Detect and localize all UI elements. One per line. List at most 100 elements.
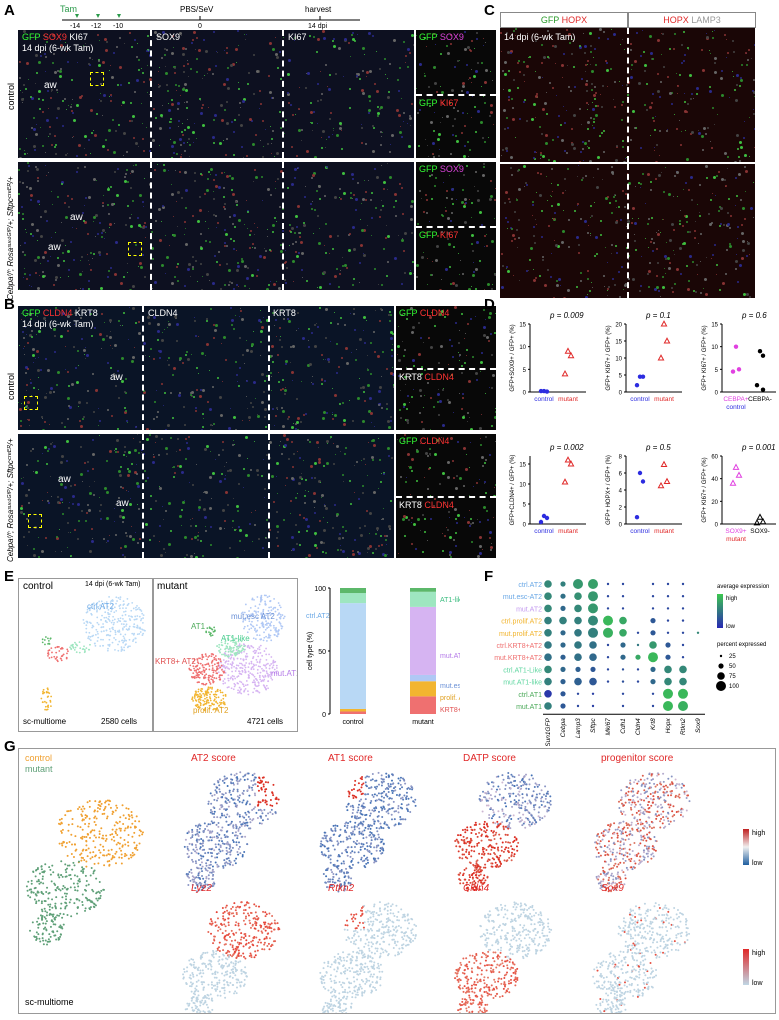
micrograph-speck bbox=[223, 187, 225, 189]
micrograph-speck bbox=[406, 367, 407, 368]
micrograph-speck bbox=[148, 322, 151, 325]
micrograph-speck bbox=[351, 34, 353, 36]
micrograph-speck bbox=[471, 217, 472, 218]
micrograph-speck bbox=[117, 84, 119, 86]
micrograph-speck bbox=[571, 143, 574, 146]
d-xlabel: SOX9+ bbox=[725, 528, 746, 535]
micrograph-speck bbox=[480, 438, 481, 439]
micrograph-speck bbox=[403, 121, 404, 122]
micrograph-speck bbox=[165, 447, 168, 450]
umap-point bbox=[207, 701, 210, 704]
umap-point bbox=[88, 606, 91, 609]
micrograph-speck bbox=[292, 466, 294, 468]
micrograph-speck bbox=[93, 411, 95, 413]
micrograph-speck bbox=[179, 515, 182, 518]
micrograph-speck bbox=[84, 221, 87, 224]
umap-point bbox=[96, 616, 99, 619]
micrograph-speck bbox=[198, 509, 200, 511]
micrograph-speck bbox=[467, 412, 469, 414]
micrograph-speck bbox=[456, 522, 458, 524]
f-dot bbox=[649, 641, 657, 649]
micrograph-speck bbox=[400, 126, 401, 127]
umap-point bbox=[112, 628, 114, 631]
micrograph-speck bbox=[456, 140, 459, 143]
micrograph-speck bbox=[323, 411, 326, 414]
micrograph-speck bbox=[173, 476, 175, 478]
micrograph-speck bbox=[590, 233, 591, 234]
micrograph-speck bbox=[38, 556, 40, 558]
micrograph-speck bbox=[323, 271, 326, 274]
micrograph-speck bbox=[753, 182, 754, 183]
micrograph-speck bbox=[94, 327, 96, 329]
micrograph-speck bbox=[187, 268, 190, 271]
micrograph-speck bbox=[142, 72, 144, 74]
umap-point bbox=[265, 687, 267, 690]
micrograph-speck bbox=[745, 170, 748, 173]
umap-point bbox=[216, 645, 218, 648]
umap-point bbox=[47, 639, 50, 642]
micrograph-speck bbox=[705, 165, 708, 168]
micrograph-speck bbox=[475, 288, 477, 290]
micrograph-speck bbox=[317, 215, 319, 217]
micrograph-speck bbox=[418, 353, 421, 356]
micrograph-speck bbox=[121, 105, 122, 106]
micrograph-speck bbox=[316, 323, 317, 324]
micrograph-speck bbox=[64, 486, 67, 489]
umap-point bbox=[251, 612, 254, 615]
micrograph-speck bbox=[464, 338, 465, 339]
micrograph-speck bbox=[321, 147, 323, 149]
umap-point bbox=[242, 620, 245, 623]
micrograph-speck bbox=[442, 389, 444, 391]
d-pvalue: p = 0.5 bbox=[645, 443, 671, 452]
umap-point bbox=[260, 613, 263, 616]
micrograph-speck bbox=[177, 226, 178, 227]
micrograph-speck bbox=[382, 132, 383, 133]
micrograph-speck bbox=[409, 272, 412, 275]
f-dot bbox=[574, 592, 582, 600]
micrograph-speck bbox=[573, 114, 576, 117]
micrograph-speck bbox=[364, 54, 365, 55]
micrograph-speck bbox=[290, 346, 292, 348]
micrograph-speck bbox=[80, 317, 82, 319]
micrograph-speck bbox=[536, 192, 537, 193]
micrograph-speck bbox=[231, 121, 233, 123]
umap-point bbox=[128, 615, 130, 617]
micrograph-speck bbox=[152, 258, 154, 260]
micrograph-speck bbox=[33, 548, 35, 550]
umap-point bbox=[116, 600, 118, 602]
micrograph-speck bbox=[223, 196, 225, 198]
micrograph-speck bbox=[730, 215, 732, 217]
e-bar-segment bbox=[410, 606, 436, 675]
micrograph-speck bbox=[214, 114, 217, 117]
umap-point bbox=[106, 605, 109, 608]
umap-point bbox=[262, 616, 264, 619]
micrograph-speck bbox=[333, 128, 334, 129]
umap-point bbox=[103, 616, 106, 619]
micrograph-speck bbox=[120, 466, 122, 468]
micrograph-speck bbox=[240, 308, 241, 309]
micrograph-speck bbox=[194, 553, 195, 554]
micrograph-speck bbox=[37, 287, 40, 290]
micrograph-speck bbox=[321, 354, 323, 356]
umap-point bbox=[248, 620, 251, 623]
micrograph-speck bbox=[70, 485, 72, 487]
micrograph-speck bbox=[442, 215, 444, 217]
d-tick-label: 0 bbox=[523, 523, 527, 529]
micrograph-speck bbox=[483, 334, 486, 337]
micrograph-speck bbox=[586, 102, 588, 104]
micrograph-speck bbox=[283, 434, 286, 437]
micrograph-speck bbox=[371, 217, 373, 219]
micrograph-speck bbox=[276, 525, 279, 528]
umap-point bbox=[115, 602, 117, 605]
micrograph-speck bbox=[193, 142, 194, 143]
micrograph-speck bbox=[477, 62, 479, 64]
micrograph-speck bbox=[77, 538, 79, 540]
micrograph-speck bbox=[163, 164, 165, 166]
micrograph-speck bbox=[418, 322, 420, 324]
micrograph-speck bbox=[314, 462, 317, 465]
micrograph-speck bbox=[679, 74, 681, 76]
micrograph-speck bbox=[563, 297, 566, 298]
micrograph-speck bbox=[128, 82, 130, 84]
umap-point bbox=[229, 657, 232, 660]
umap-point bbox=[254, 605, 257, 608]
